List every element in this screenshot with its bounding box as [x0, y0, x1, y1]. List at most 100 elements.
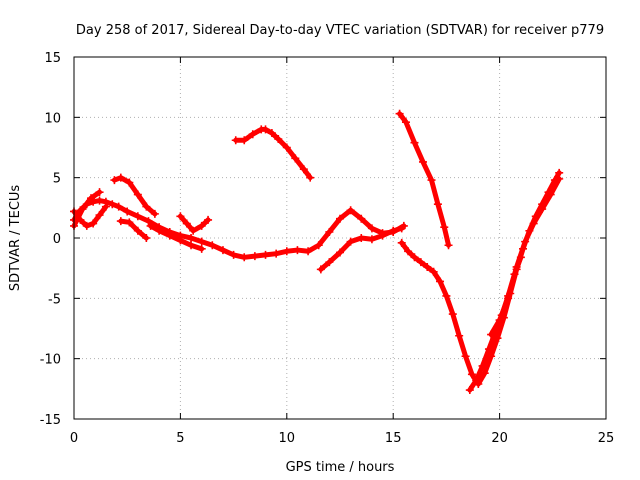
series-line	[233, 126, 313, 181]
data-point	[325, 227, 334, 236]
data-point	[133, 212, 142, 221]
series-line	[399, 170, 562, 387]
data-point	[444, 241, 453, 250]
data-point	[427, 176, 436, 185]
data-point	[95, 211, 104, 220]
data-point	[95, 196, 104, 205]
series-arc-7	[176, 212, 213, 235]
data-point	[204, 215, 213, 224]
data-point	[416, 258, 425, 267]
series-arc-4	[110, 173, 159, 218]
data-point	[218, 246, 227, 255]
data-point	[429, 267, 438, 276]
data-point	[189, 226, 198, 235]
data-point	[448, 310, 457, 319]
y-tick-label: 0	[53, 232, 61, 247]
data-point	[87, 194, 96, 203]
data-point	[133, 190, 142, 199]
data-point	[274, 135, 283, 144]
data-point	[208, 241, 217, 250]
data-point	[261, 125, 270, 134]
data-point	[110, 176, 119, 185]
data-point	[423, 262, 432, 271]
data-point	[316, 265, 325, 274]
data-point	[465, 386, 474, 395]
data-point	[395, 109, 404, 118]
data-point	[187, 234, 196, 242]
data-point	[197, 221, 206, 230]
data-point	[404, 247, 413, 256]
data-point	[504, 294, 513, 303]
data-point	[433, 200, 442, 209]
data-point	[89, 219, 98, 228]
data-point	[461, 352, 470, 361]
data-point	[346, 237, 355, 246]
series-arc-9	[316, 224, 406, 274]
data-point	[282, 143, 291, 152]
data-point	[495, 316, 504, 325]
x-tick-label: 10	[279, 431, 296, 446]
data-point	[116, 173, 125, 182]
series-line	[488, 176, 562, 338]
x-tick-label: 15	[385, 431, 402, 446]
data-point	[146, 221, 155, 230]
data-point	[410, 138, 419, 147]
data-point	[240, 136, 249, 145]
series-arc-6	[146, 221, 206, 253]
data-point	[272, 249, 281, 258]
data-point	[546, 190, 555, 199]
data-point	[182, 219, 191, 228]
x-tick-label: 20	[491, 431, 508, 446]
data-point	[142, 202, 151, 211]
x-tick-label: 0	[70, 431, 78, 446]
y-tick-label: -10	[40, 353, 61, 368]
series-arc-13	[487, 174, 564, 339]
data-point	[176, 212, 185, 221]
data-point	[176, 236, 185, 245]
data-point	[512, 262, 521, 271]
data-point	[299, 165, 308, 174]
y-tick-label: -15	[40, 413, 61, 428]
series-arc-11	[397, 168, 564, 389]
data-point	[150, 209, 159, 218]
data-series	[70, 109, 564, 395]
series-line	[397, 111, 452, 248]
data-point	[418, 157, 427, 166]
data-point	[101, 202, 110, 211]
data-point	[555, 174, 564, 183]
data-point	[250, 252, 259, 261]
data-point	[336, 248, 344, 257]
series-arc-8	[231, 125, 315, 182]
data-point	[436, 277, 445, 286]
data-point	[231, 136, 240, 145]
data-point	[125, 178, 134, 187]
data-point	[229, 250, 238, 259]
data-point	[125, 218, 134, 227]
data-point	[142, 234, 151, 242]
data-point	[484, 345, 493, 354]
data-point	[478, 361, 487, 370]
data-point	[304, 247, 313, 256]
y-tick-label: 15	[44, 51, 61, 66]
data-point	[325, 258, 334, 267]
series-line	[71, 189, 103, 229]
data-point	[114, 202, 123, 211]
data-point	[248, 130, 257, 139]
data-point	[267, 129, 276, 138]
data-point	[144, 217, 153, 226]
data-point	[240, 253, 249, 262]
data-point	[357, 234, 366, 242]
data-point	[108, 200, 117, 209]
data-point	[378, 231, 387, 240]
data-point	[442, 291, 451, 300]
data-point	[397, 224, 406, 233]
data-point	[346, 206, 355, 215]
y-tick-label: 5	[53, 172, 61, 187]
data-point	[78, 205, 87, 214]
data-point	[440, 223, 449, 232]
data-point	[529, 219, 538, 228]
data-point	[293, 246, 302, 255]
data-point	[467, 370, 476, 379]
data-point	[336, 214, 344, 223]
